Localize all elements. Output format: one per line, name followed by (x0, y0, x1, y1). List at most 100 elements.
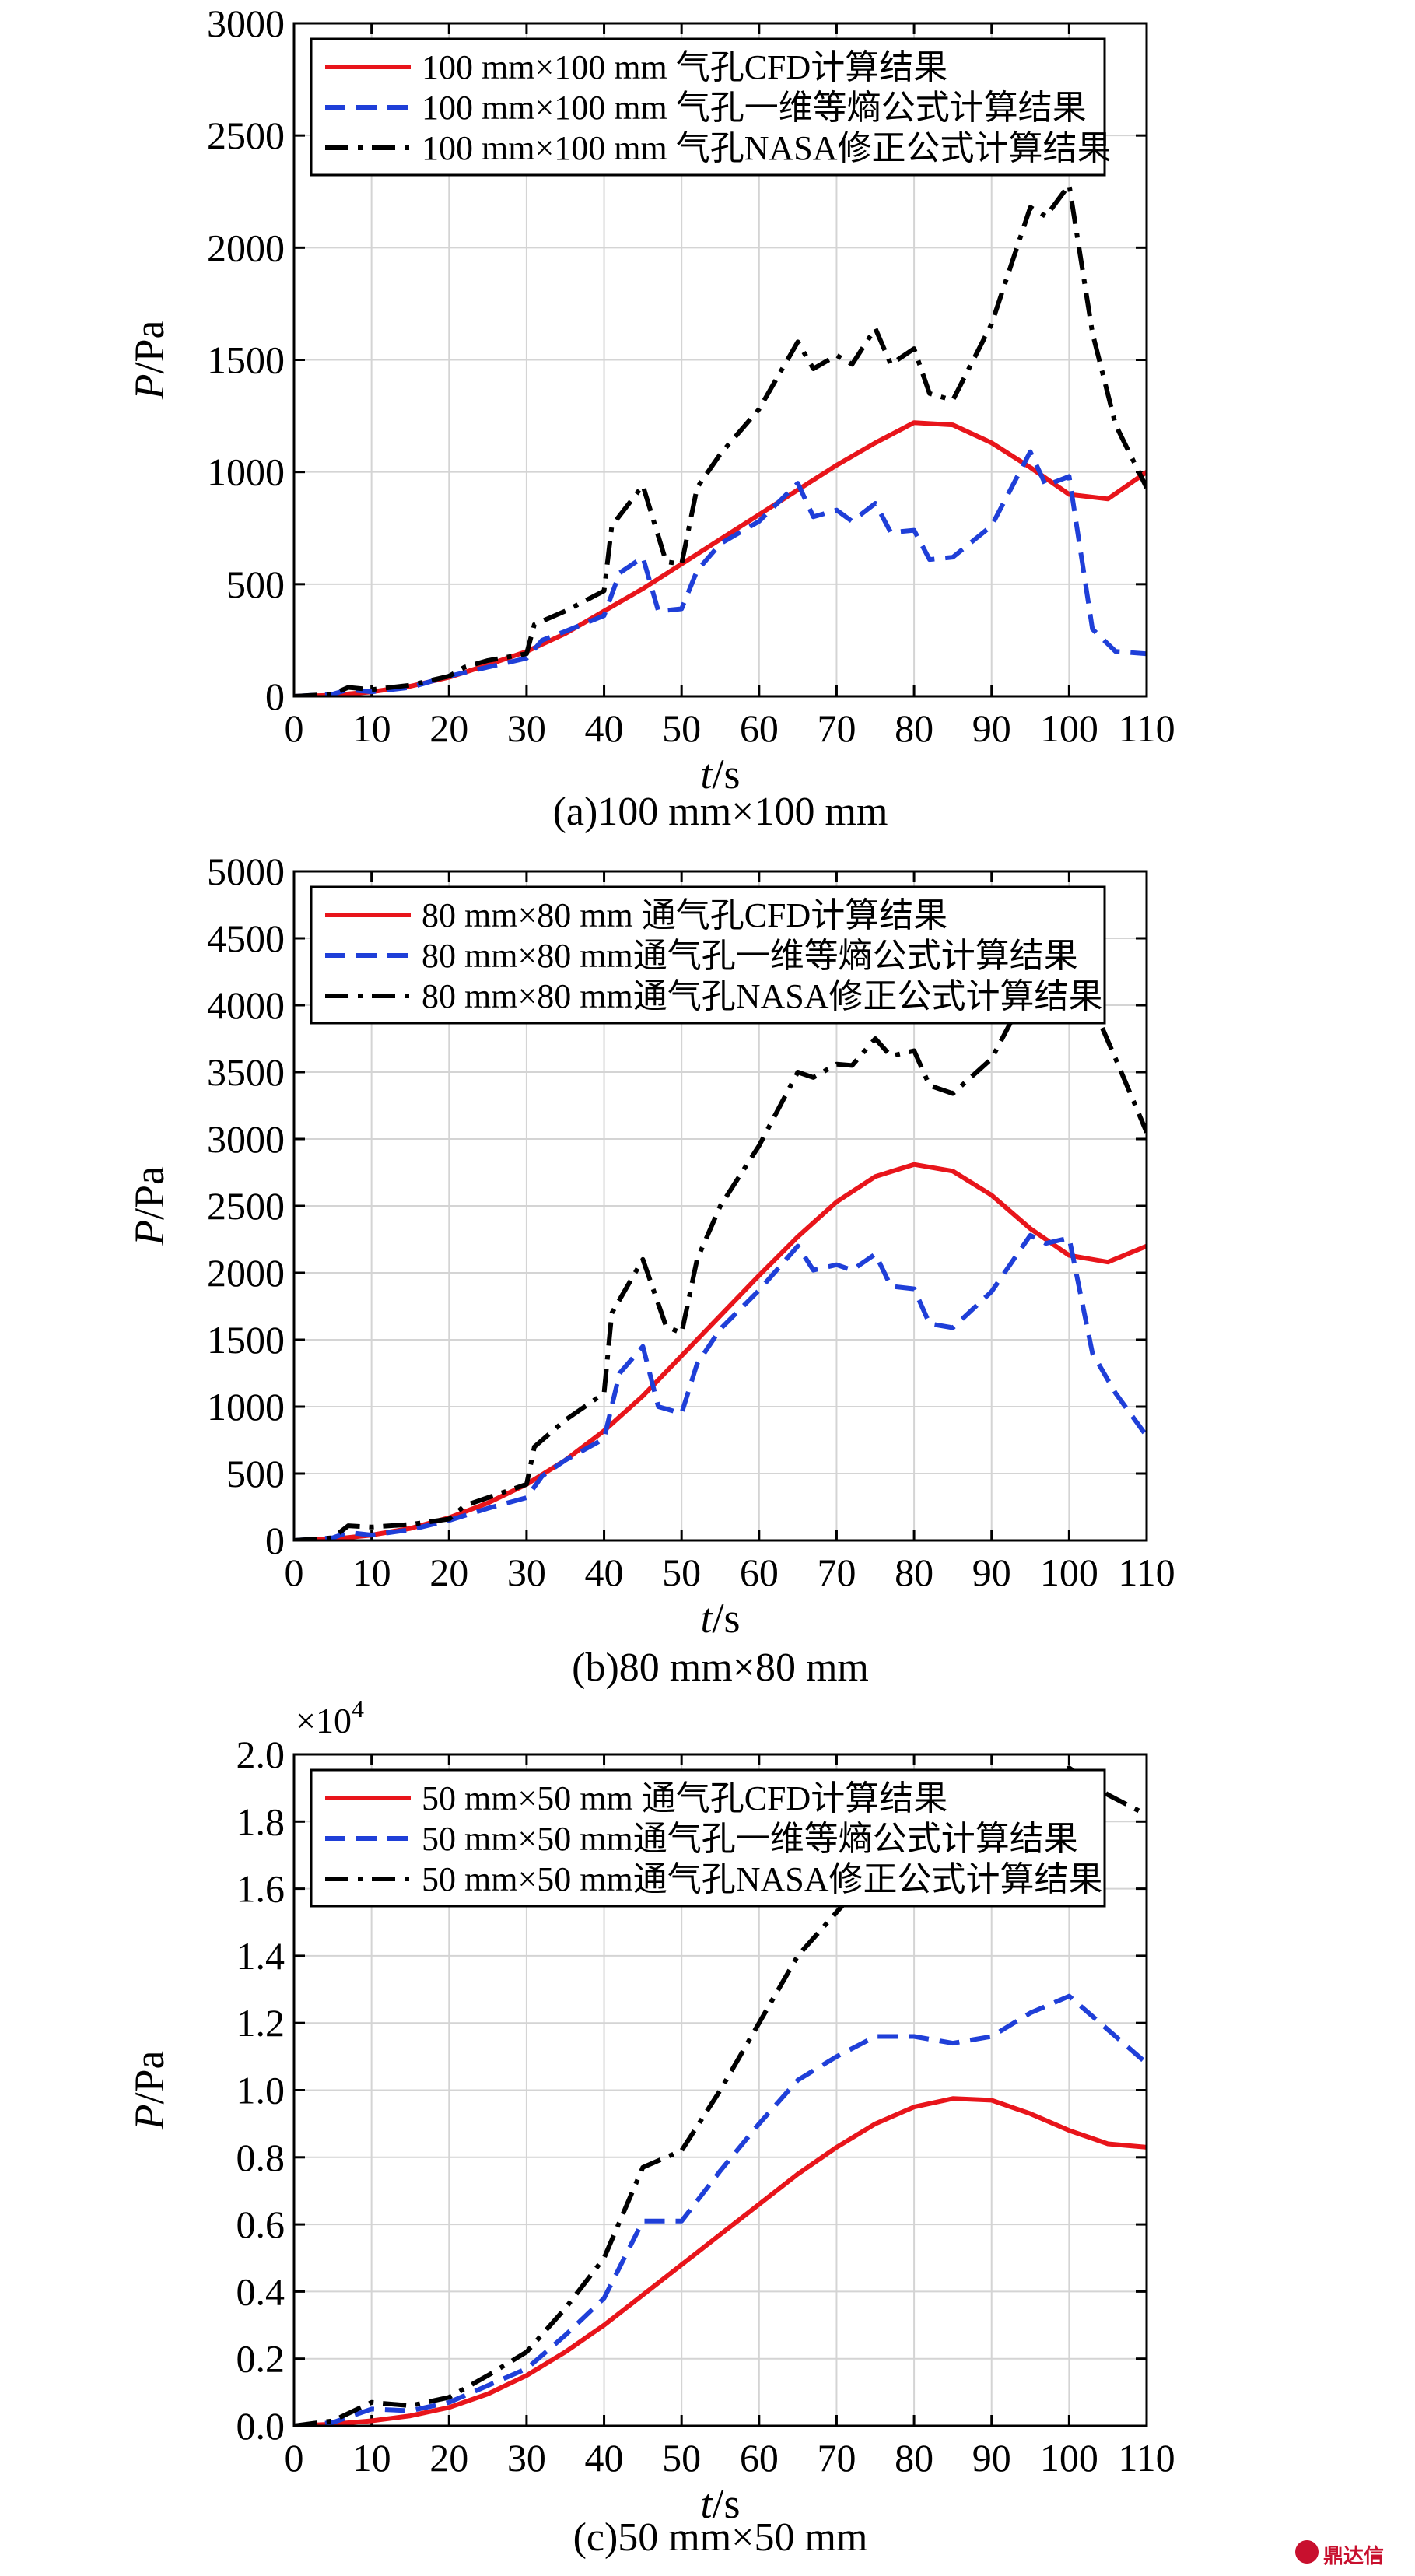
plot-frame (292, 1753, 1148, 2427)
series-line-2 (294, 1993, 1147, 2426)
x-tick-label: 90 (972, 706, 1011, 750)
y-tick-label: 0 (265, 1519, 285, 1562)
y-multiplier-label: ×104 (296, 1695, 364, 1740)
x-axis-label-unit: /s (712, 751, 740, 797)
x-tick-label: 110 (1118, 2436, 1175, 2480)
y-tick-label: 0 (265, 675, 285, 718)
x-tick-label: 30 (507, 706, 546, 750)
y-tick-label: 0.0 (236, 2404, 285, 2448)
y-tick-label: 3000 (207, 1117, 285, 1161)
watermark-circle-icon (1295, 2540, 1319, 2564)
y-tick-label: 2500 (207, 1184, 285, 1228)
panel-caption: (c)50 mm×50 mm (573, 2515, 868, 2560)
chart-panel-1: 0 10 20 30 40 50 60 70 80 90 100 110 0 500 1000 1500 200… (126, 2, 1175, 834)
legend-box (310, 1768, 1106, 1908)
x-tick-label: 100 (1040, 706, 1098, 750)
x-axis-label-unit: /s (712, 1595, 740, 1642)
y-tick-label: 2.0 (236, 1733, 285, 1776)
y-tick-label: 4000 (207, 983, 285, 1027)
y-tick-label: 1.0 (236, 2069, 285, 2112)
series-line-1 (294, 1162, 1147, 1540)
y-axis-label: P/Pa (126, 320, 173, 400)
x-axis-label: t/s (700, 2480, 740, 2527)
x-tick-label: 50 (662, 2436, 701, 2480)
y-axis-label: P/Pa (126, 1166, 173, 1246)
legend-label-1: 100 mm×100 mm 气孔CFD计算结果 (422, 48, 947, 86)
legend-label-3: 80 mm×80 mm通气孔NASA修正公式计算结果 (422, 977, 1103, 1015)
x-tick-label: 90 (972, 1551, 1011, 1594)
series-line-1 (294, 420, 1147, 696)
x-axis-label: t/s (700, 1595, 740, 1642)
y-tick-label: 3000 (207, 2, 285, 45)
plot-frame (292, 22, 1148, 698)
series-line-3 (294, 962, 1147, 1540)
x-axis-label: t/s (700, 751, 740, 797)
y-tick-label: 1000 (207, 450, 285, 494)
y-tick-label: 0.8 (236, 2136, 285, 2179)
series-group (294, 182, 1147, 696)
x-tick-label: 0 (285, 1551, 304, 1594)
y-tick-label: 1.6 (236, 1867, 285, 1911)
x-tick-label: 110 (1118, 1551, 1175, 1594)
y-axis-label-symbol: P (126, 2105, 173, 2131)
legend-label-3: 50 mm×50 mm通气孔NASA修正公式计算结果 (422, 1860, 1103, 1898)
x-axis-label-symbol: t (700, 1595, 713, 1642)
plot-frame (292, 870, 1148, 1542)
watermark-text: 鼎达信 (1323, 2545, 1385, 2568)
y-tick-label: 0.2 (236, 2337, 285, 2381)
y-tick-label: 2500 (207, 114, 285, 157)
x-tick-label: 70 (817, 2436, 856, 2480)
y-tick-label: 1000 (207, 1385, 285, 1428)
y-axis-label-symbol: P (126, 1220, 173, 1246)
panel-caption: (a)100 mm×100 mm (553, 790, 888, 834)
series-line-1 (294, 2096, 1147, 2426)
x-tick-label: 0 (285, 2436, 304, 2480)
y-tick-label: 5000 (207, 850, 285, 893)
y-tick-label: 1.2 (236, 2001, 285, 2045)
x-tick-label: 80 (895, 2436, 933, 2480)
y-axis-label-unit: /Pa (126, 320, 173, 373)
series-line-3 (294, 182, 1147, 696)
legend-box (310, 885, 1106, 1025)
x-tick-label: 60 (740, 706, 779, 750)
x-tick-label: 30 (507, 1551, 546, 1594)
x-tick-label: 100 (1040, 1551, 1098, 1594)
series-line-3 (294, 1765, 1147, 2426)
legend-label-1: 80 mm×80 mm 通气孔CFD计算结果 (422, 896, 947, 934)
x-axis-label-symbol: t (700, 2480, 713, 2527)
y-tick-label: 1500 (207, 1318, 285, 1362)
legend-label-2: 100 mm×100 mm 气孔一维等熵公式计算结果 (422, 89, 1087, 127)
x-tick-label: 80 (895, 1551, 933, 1594)
x-tick-label: 60 (740, 1551, 779, 1594)
x-axis-label-symbol: t (700, 751, 713, 797)
x-tick-label: 80 (895, 706, 933, 750)
y-tick-label: 3500 (207, 1050, 285, 1094)
x-tick-label: 40 (585, 2436, 624, 2480)
y-tick-label: 500 (226, 563, 285, 606)
y-axis-label: P/Pa (126, 2050, 173, 2130)
y-tick-label: 1500 (207, 338, 285, 382)
x-axis-label-unit: /s (712, 2480, 740, 2527)
x-tick-label: 0 (285, 706, 304, 750)
legend-label-3: 100 mm×100 mm 气孔NASA修正公式计算结果 (422, 129, 1112, 167)
series-group (294, 962, 1147, 1540)
y-tick-label: 2000 (207, 1251, 285, 1295)
x-tick-label: 50 (662, 706, 701, 750)
x-tick-label: 40 (585, 1551, 624, 1594)
series-line-2 (294, 449, 1147, 696)
x-tick-label: 40 (585, 706, 624, 750)
x-tick-label: 60 (740, 2436, 779, 2480)
x-tick-label: 50 (662, 1551, 701, 1594)
legend-label-1: 50 mm×50 mm 通气孔CFD计算结果 (422, 1779, 947, 1817)
y-multiplier-exponent: 4 (352, 1695, 364, 1723)
x-tick-label: 30 (507, 2436, 546, 2480)
panel-caption: (b)80 mm×80 mm (572, 1645, 869, 1690)
series-group (294, 1765, 1147, 2426)
x-tick-label: 70 (817, 1551, 856, 1594)
chart-panel-2: 0 10 20 30 40 50 60 70 80 90 100 110 0 500 1000 1500 200… (126, 850, 1175, 1690)
y-axis-label-unit: /Pa (126, 2050, 173, 2104)
legend-label-2: 80 mm×80 mm通气孔一维等熵公式计算结果 (422, 937, 1078, 975)
